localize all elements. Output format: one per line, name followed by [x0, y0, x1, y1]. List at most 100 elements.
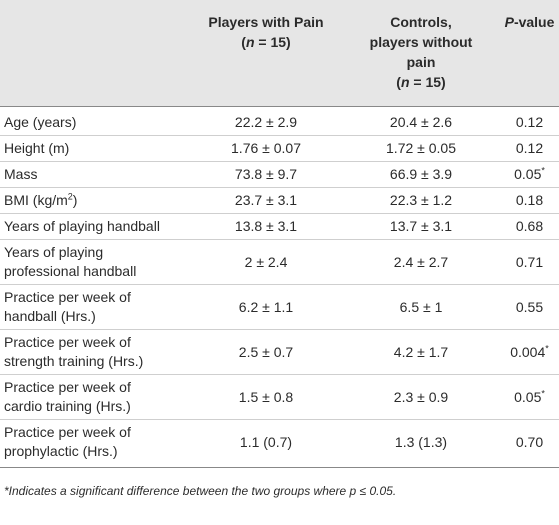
cell-line: Controls,: [346, 12, 496, 32]
header-cell: [0, 0, 190, 107]
value-cell: 0.68: [500, 213, 559, 240]
row-label: Practice per week of cardio training (Hrs…: [0, 374, 190, 420]
value-cell: 0.18: [500, 187, 559, 214]
value-cell: 6.5 ± 1: [342, 284, 500, 330]
text-segment: 1.72 ± 0.05: [386, 140, 456, 156]
text-segment: -value: [513, 14, 555, 30]
text-segment: 73.8 ± 9.7: [234, 166, 298, 182]
value-cell: 0.55: [500, 284, 559, 330]
text-segment: 1.76 ± 0.07: [231, 140, 301, 156]
text-segment: 2.5 ± 0.7: [238, 343, 294, 360]
value-cell: 0.71: [500, 239, 559, 285]
table-row: Years of playing handball 13.8 ± 3.1 13.7 …: [0, 213, 559, 240]
cell-line: 2.4 ± 2.7: [346, 253, 496, 272]
text-segment: 23.7 ± 3.1: [234, 192, 298, 208]
text-segment: 13.7 ± 3.1: [389, 218, 453, 234]
text-segment: cardio training (Hrs.): [4, 398, 131, 414]
value-cell: 6.2 ± 1.1: [190, 284, 342, 330]
value-cell: 4.2 ± 1.7: [342, 329, 500, 375]
text-segment: 2: [67, 191, 73, 202]
text-segment: 0.05: [514, 166, 542, 182]
text-segment: 13.8 ± 3.1: [234, 218, 298, 234]
cell-line: 1.1 (0.7): [194, 433, 338, 452]
table-row: Age (years) 22.2 ± 2.9 20.4 ± 2.6 0.12: [0, 106, 559, 136]
cell-line: 6.5 ± 1: [346, 298, 496, 317]
cell-line: Age (years): [4, 113, 186, 132]
header-cell: Controls, players without pain (n = 15): [342, 0, 500, 107]
cell-line: strength training (Hrs.): [4, 352, 186, 371]
text-segment: 0.68: [515, 218, 544, 234]
text-segment: Practice per week of: [4, 379, 131, 395]
text-segment: 2 ± 2.4: [244, 253, 288, 270]
value-cell: 2.4 ± 2.7: [342, 239, 500, 285]
text-segment: BMI (kg/m: [4, 192, 68, 208]
cell-line: Mass: [4, 165, 186, 184]
text-segment: 2.3 ± 0.9: [393, 388, 449, 405]
cell-line: Practice per week of: [4, 378, 186, 397]
cell-line: players without: [346, 32, 496, 52]
table-row: Practice per week of cardio training (Hrs…: [0, 374, 559, 420]
text-segment: 6.5 ± 1: [399, 298, 443, 315]
value-cell: 66.9 ± 3.9: [342, 161, 500, 188]
cell-line: 13.8 ± 3.1: [194, 217, 338, 236]
value-cell: 1.72 ± 0.05: [342, 135, 500, 162]
value-cell: 2.5 ± 0.7: [190, 329, 342, 375]
row-label: Age (years): [0, 106, 190, 136]
header-row: Players with Pain (n = 15) Controls, player…: [0, 0, 559, 107]
text-segment: handball (Hrs.): [4, 308, 96, 324]
text-segment: Height (m): [4, 140, 70, 156]
value-cell: 1.3 (1.3): [342, 419, 500, 468]
cell-line: Practice per week of: [4, 423, 186, 442]
value-cell: 0.12: [500, 106, 559, 136]
cell-line: 0.004*: [504, 343, 555, 362]
cell-line: 1.76 ± 0.07: [194, 139, 338, 158]
text-segment: 0.71: [515, 253, 544, 270]
cell-line: prophylactic (Hrs.): [4, 442, 186, 461]
cell-line: Years of playing handball: [4, 217, 186, 236]
cell-line: professional handball: [4, 262, 186, 281]
text-segment: *: [545, 342, 549, 353]
text-segment: Players with Pain: [208, 14, 324, 30]
cell-line: 0.05*: [504, 388, 555, 407]
text-segment: Controls,: [390, 14, 452, 30]
header-cell: Players with Pain (n = 15): [190, 0, 342, 107]
cell-line: 66.9 ± 3.9: [346, 165, 496, 184]
value-cell: 0.05*: [500, 161, 559, 188]
text-segment: professional handball: [4, 263, 137, 279]
value-cell: 0.12: [500, 135, 559, 162]
text-segment: 1.1 (0.7): [239, 433, 293, 450]
cell-line: 0.05*: [504, 165, 555, 184]
cell-line: 0.12: [504, 139, 555, 158]
cell-line: Players with Pain: [194, 12, 338, 32]
table-row: Mass 73.8 ± 9.7 66.9 ± 3.9 0.05*: [0, 161, 559, 188]
row-label: Height (m): [0, 135, 190, 162]
value-cell: 0.70: [500, 419, 559, 468]
value-cell: 13.7 ± 3.1: [342, 213, 500, 240]
cell-line: cardio training (Hrs.): [4, 397, 186, 416]
cell-line: 1.5 ± 0.8: [194, 388, 338, 407]
text-segment: strength training (Hrs.): [4, 353, 144, 369]
cell-line: (n = 15): [194, 32, 338, 52]
cell-line: 0.70: [504, 433, 555, 452]
text-segment: 0.70: [515, 433, 544, 450]
cell-line: Years of playing: [4, 243, 186, 262]
text-segment: Age (years): [4, 114, 77, 130]
text-segment: *: [541, 387, 545, 398]
text-segment: (: [396, 74, 401, 90]
row-label: BMI (kg/m2): [0, 187, 190, 214]
text-segment: 1.3 (1.3): [394, 433, 448, 450]
value-cell: 1.1 (0.7): [190, 419, 342, 468]
cell-line: 13.7 ± 3.1: [346, 217, 496, 236]
value-cell: 22.3 ± 1.2: [342, 187, 500, 214]
cell-line: Height (m): [4, 139, 186, 158]
cell-line: 0.55: [504, 298, 555, 317]
footnote: *Indicates a significant difference betw…: [4, 484, 397, 498]
cell-line: (n = 15): [346, 72, 496, 92]
text-segment: n: [245, 34, 255, 50]
text-segment: n: [400, 74, 410, 90]
text-segment: 0.55: [515, 298, 544, 315]
text-segment: Years of playing: [4, 244, 104, 260]
data-table: Players with Pain (n = 15) Controls, player…: [0, 0, 559, 468]
header-cell: P-value: [500, 0, 559, 107]
text-segment: P: [504, 14, 514, 30]
